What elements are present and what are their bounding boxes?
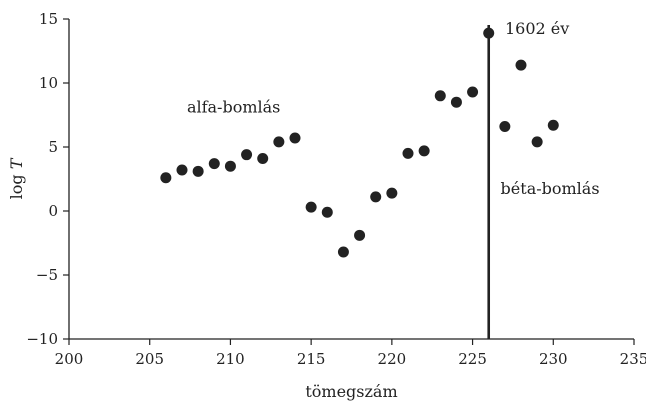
data-point xyxy=(402,147,414,159)
data-point xyxy=(515,59,527,71)
y-tick-label: 10 xyxy=(39,74,58,92)
chart-annotation: 1602 év xyxy=(505,19,569,38)
data-point xyxy=(273,136,285,148)
data-point xyxy=(289,132,301,144)
data-point xyxy=(370,191,382,203)
data-point xyxy=(531,136,543,148)
data-point xyxy=(160,172,172,184)
x-tick-label: 220 xyxy=(378,350,407,368)
y-axis-label-prefix: log xyxy=(7,169,26,199)
data-point xyxy=(305,201,317,213)
data-point xyxy=(386,187,398,199)
data-point xyxy=(418,145,430,157)
y-tick-label: −10 xyxy=(26,330,58,348)
x-tick-label: 210 xyxy=(216,350,245,368)
x-tick-label: 200 xyxy=(55,350,84,368)
points-layer xyxy=(160,27,559,258)
y-axis-label: log T xyxy=(7,157,26,199)
ticks: 200 205 210 215 220 225 230 235 −10 −5 0 5 10 15 xyxy=(26,10,646,368)
chart-annotation: béta-bomlás xyxy=(501,179,600,198)
data-point xyxy=(483,27,495,39)
data-point xyxy=(434,90,446,102)
x-tick-label: 230 xyxy=(539,350,568,368)
data-point xyxy=(176,164,188,176)
data-point xyxy=(450,96,462,108)
y-tick-label: 5 xyxy=(48,138,58,156)
data-point xyxy=(208,158,220,170)
axes xyxy=(68,19,634,340)
y-tick-label: 0 xyxy=(48,202,58,220)
y-tick-label: 15 xyxy=(39,10,58,28)
data-point xyxy=(192,165,204,177)
y-tick-label: −5 xyxy=(36,266,58,284)
x-tick-label: 225 xyxy=(458,350,487,368)
annotations: alfa-bomlás béta-bomlás 1602 év xyxy=(187,19,600,198)
data-point xyxy=(499,121,511,133)
data-point xyxy=(337,246,349,258)
data-point xyxy=(224,160,236,172)
data-point xyxy=(257,153,269,165)
y-axis-label-variable: T xyxy=(7,157,26,169)
x-tick-label: 205 xyxy=(135,350,164,368)
x-tick-label: 215 xyxy=(297,350,326,368)
data-point xyxy=(547,119,559,131)
data-point xyxy=(321,206,333,218)
x-axis-label: tömegszám xyxy=(305,382,397,401)
chart-annotation: alfa-bomlás xyxy=(187,97,280,116)
data-point xyxy=(467,86,479,98)
x-tick-label: 235 xyxy=(620,350,646,368)
data-point xyxy=(354,229,366,241)
data-point xyxy=(241,149,253,161)
